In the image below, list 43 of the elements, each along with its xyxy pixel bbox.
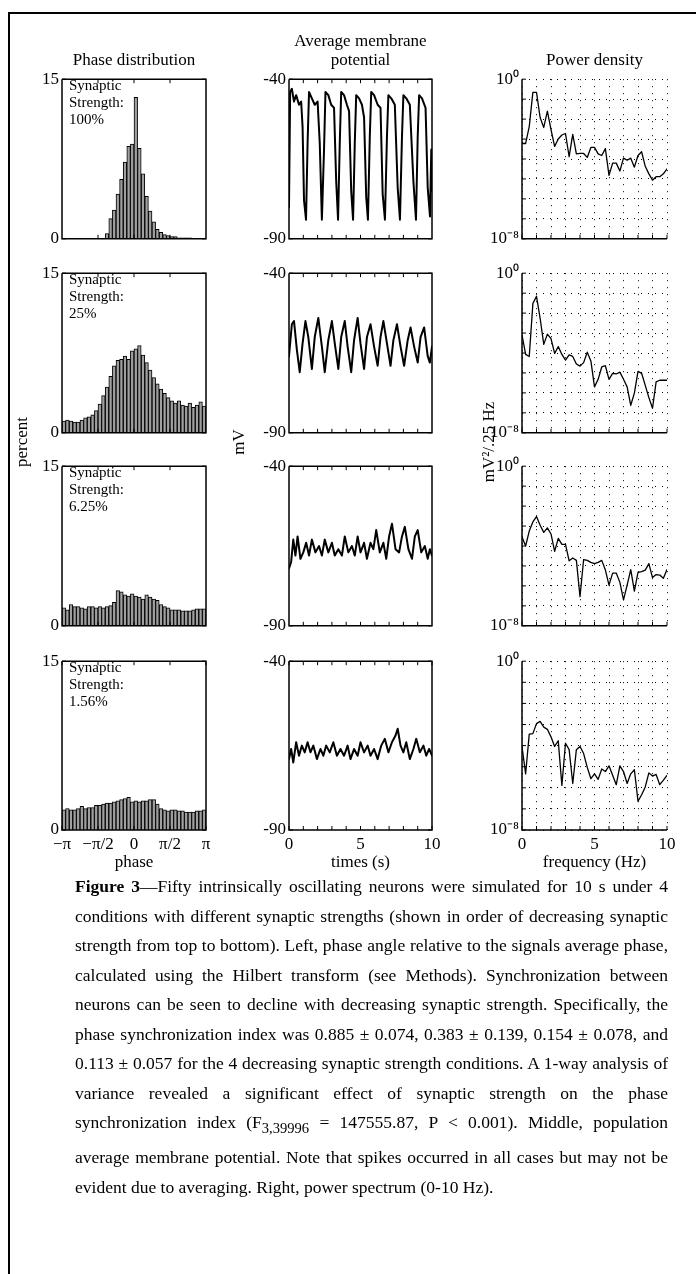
y-tick-label: 10⁰ bbox=[496, 262, 519, 282]
y-tick-label: 0 bbox=[50, 422, 59, 442]
y-tick-label: 0 bbox=[50, 615, 59, 635]
y-axis-title: percent bbox=[12, 416, 32, 468]
y-tick-label: -40 bbox=[263, 262, 286, 282]
y-tick-label: 10⁻⁸ bbox=[490, 228, 520, 248]
y-tick-label: -90 bbox=[263, 422, 286, 442]
x-tick-label: 10 bbox=[423, 833, 441, 853]
y-tick-label: 15 bbox=[42, 68, 59, 88]
x-tick-label: 10 bbox=[658, 833, 676, 853]
y-tick-label: 15 bbox=[42, 455, 59, 475]
y-tick-label: 15 bbox=[42, 650, 59, 670]
x-axis-title: phase bbox=[114, 852, 154, 872]
y-tick-label: 15 bbox=[42, 262, 59, 282]
y-tick-label: -40 bbox=[263, 650, 286, 670]
x-tick-label: π/2 bbox=[159, 833, 181, 853]
y-tick-label: -90 bbox=[263, 228, 286, 248]
x-tick-label: 5 bbox=[356, 833, 365, 853]
y-tick-label: -90 bbox=[263, 819, 286, 839]
x-tick-label: 0 bbox=[129, 833, 139, 853]
annotation: Synaptic Strength: 6.25% bbox=[69, 464, 125, 515]
annotation: Synaptic Strength: 1.56% bbox=[69, 659, 125, 710]
x-tick-label: 5 bbox=[590, 833, 599, 853]
y-tick-label: -40 bbox=[263, 68, 286, 88]
x-axis-title: times (s) bbox=[330, 852, 391, 872]
y-tick-label: 10⁻⁸ bbox=[490, 615, 520, 635]
y-tick-label: -90 bbox=[263, 615, 286, 635]
y-tick-label: 10⁰ bbox=[496, 650, 519, 670]
y-tick-label: 0 bbox=[50, 228, 59, 248]
y-tick-label: 10⁰ bbox=[496, 68, 519, 88]
chart-title: Average membrane potential bbox=[293, 31, 428, 69]
y-axis-title: mV bbox=[229, 429, 249, 455]
chart-title: Phase distribution bbox=[71, 50, 197, 69]
x-axis-title: frequency (Hz) bbox=[542, 852, 647, 872]
x-tick-label: −π/2 bbox=[82, 833, 114, 853]
annotation: Synaptic Strength: 25% bbox=[69, 271, 125, 322]
y-tick-label: -40 bbox=[263, 455, 286, 475]
annotation: Synaptic Strength: 100% bbox=[69, 77, 125, 128]
y-tick-label: 10⁻⁸ bbox=[490, 819, 520, 839]
chart-title: Power density bbox=[545, 50, 644, 69]
x-tick-label: π bbox=[201, 833, 211, 853]
text: Figure 3 bbox=[75, 876, 140, 896]
y-tick-label: 10⁰ bbox=[496, 455, 519, 475]
